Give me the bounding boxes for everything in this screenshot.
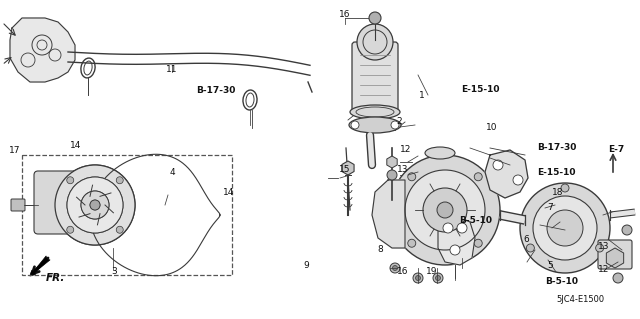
Text: 13: 13 [397, 165, 408, 174]
Text: 5JC4-E1500: 5JC4-E1500 [557, 295, 605, 304]
Circle shape [55, 165, 135, 245]
Text: E-15-10: E-15-10 [538, 168, 576, 177]
Circle shape [90, 200, 100, 210]
Text: 12: 12 [400, 145, 412, 154]
Circle shape [408, 239, 416, 247]
Circle shape [622, 225, 632, 235]
Circle shape [474, 239, 482, 247]
Circle shape [408, 173, 416, 181]
Circle shape [433, 273, 443, 283]
Text: 18: 18 [552, 189, 563, 197]
Polygon shape [485, 150, 528, 198]
Circle shape [369, 12, 381, 24]
Ellipse shape [350, 105, 400, 119]
Circle shape [67, 226, 74, 233]
Circle shape [526, 244, 534, 252]
Circle shape [81, 191, 109, 219]
Circle shape [533, 196, 597, 260]
Text: E-7: E-7 [608, 145, 624, 154]
Polygon shape [438, 215, 475, 265]
FancyBboxPatch shape [34, 171, 97, 234]
Circle shape [67, 177, 74, 184]
Text: 12: 12 [598, 265, 610, 274]
Circle shape [390, 263, 400, 273]
Circle shape [392, 265, 397, 271]
Circle shape [457, 223, 467, 233]
Circle shape [443, 223, 453, 233]
Circle shape [390, 155, 500, 265]
Text: 10: 10 [486, 123, 498, 132]
Text: 8: 8 [377, 245, 383, 254]
Text: 16: 16 [339, 10, 350, 19]
Text: B-17-30: B-17-30 [196, 86, 236, 95]
Text: 13: 13 [598, 242, 610, 251]
Text: 14: 14 [70, 141, 81, 150]
Text: 19: 19 [426, 267, 437, 276]
Circle shape [561, 184, 569, 192]
Circle shape [357, 24, 393, 60]
Circle shape [520, 183, 610, 273]
Ellipse shape [349, 117, 401, 133]
Circle shape [67, 177, 123, 233]
Circle shape [435, 276, 440, 280]
Circle shape [450, 245, 460, 255]
Text: 7: 7 [547, 204, 553, 212]
Circle shape [493, 160, 503, 170]
Text: B-5-10: B-5-10 [460, 216, 493, 225]
Text: B-5-10: B-5-10 [545, 277, 579, 286]
Circle shape [413, 273, 423, 283]
Text: 14: 14 [223, 188, 235, 197]
Circle shape [437, 202, 453, 218]
Circle shape [67, 177, 123, 233]
Text: 3: 3 [111, 267, 116, 276]
Text: B-17-30: B-17-30 [538, 143, 577, 152]
Circle shape [116, 177, 124, 184]
Text: 11: 11 [166, 65, 177, 74]
Text: 5: 5 [547, 261, 553, 270]
Text: 1: 1 [419, 91, 425, 100]
FancyBboxPatch shape [11, 199, 25, 211]
Polygon shape [10, 18, 75, 82]
Text: 16: 16 [397, 267, 409, 276]
Text: E-15-10: E-15-10 [461, 85, 499, 94]
Text: FR.: FR. [46, 272, 65, 283]
Circle shape [55, 165, 135, 245]
Polygon shape [372, 180, 405, 248]
Text: 2: 2 [397, 117, 403, 126]
Circle shape [387, 170, 397, 180]
FancyBboxPatch shape [598, 240, 632, 269]
Circle shape [81, 191, 109, 219]
Bar [22, 155, 232, 275]
Circle shape [351, 121, 359, 129]
Ellipse shape [425, 147, 455, 159]
FancyBboxPatch shape [352, 42, 398, 113]
Text: 15: 15 [339, 165, 351, 174]
Circle shape [415, 276, 420, 280]
Circle shape [391, 121, 399, 129]
Circle shape [405, 170, 485, 250]
Text: 9: 9 [303, 261, 308, 270]
Circle shape [596, 244, 604, 252]
Text: 17: 17 [9, 146, 20, 155]
Circle shape [474, 173, 482, 181]
Circle shape [116, 226, 124, 233]
Circle shape [547, 210, 583, 246]
Text: 6: 6 [524, 235, 529, 244]
Circle shape [90, 200, 100, 210]
Text: 4: 4 [170, 168, 175, 177]
Circle shape [613, 273, 623, 283]
Circle shape [513, 175, 523, 185]
Circle shape [423, 188, 467, 232]
